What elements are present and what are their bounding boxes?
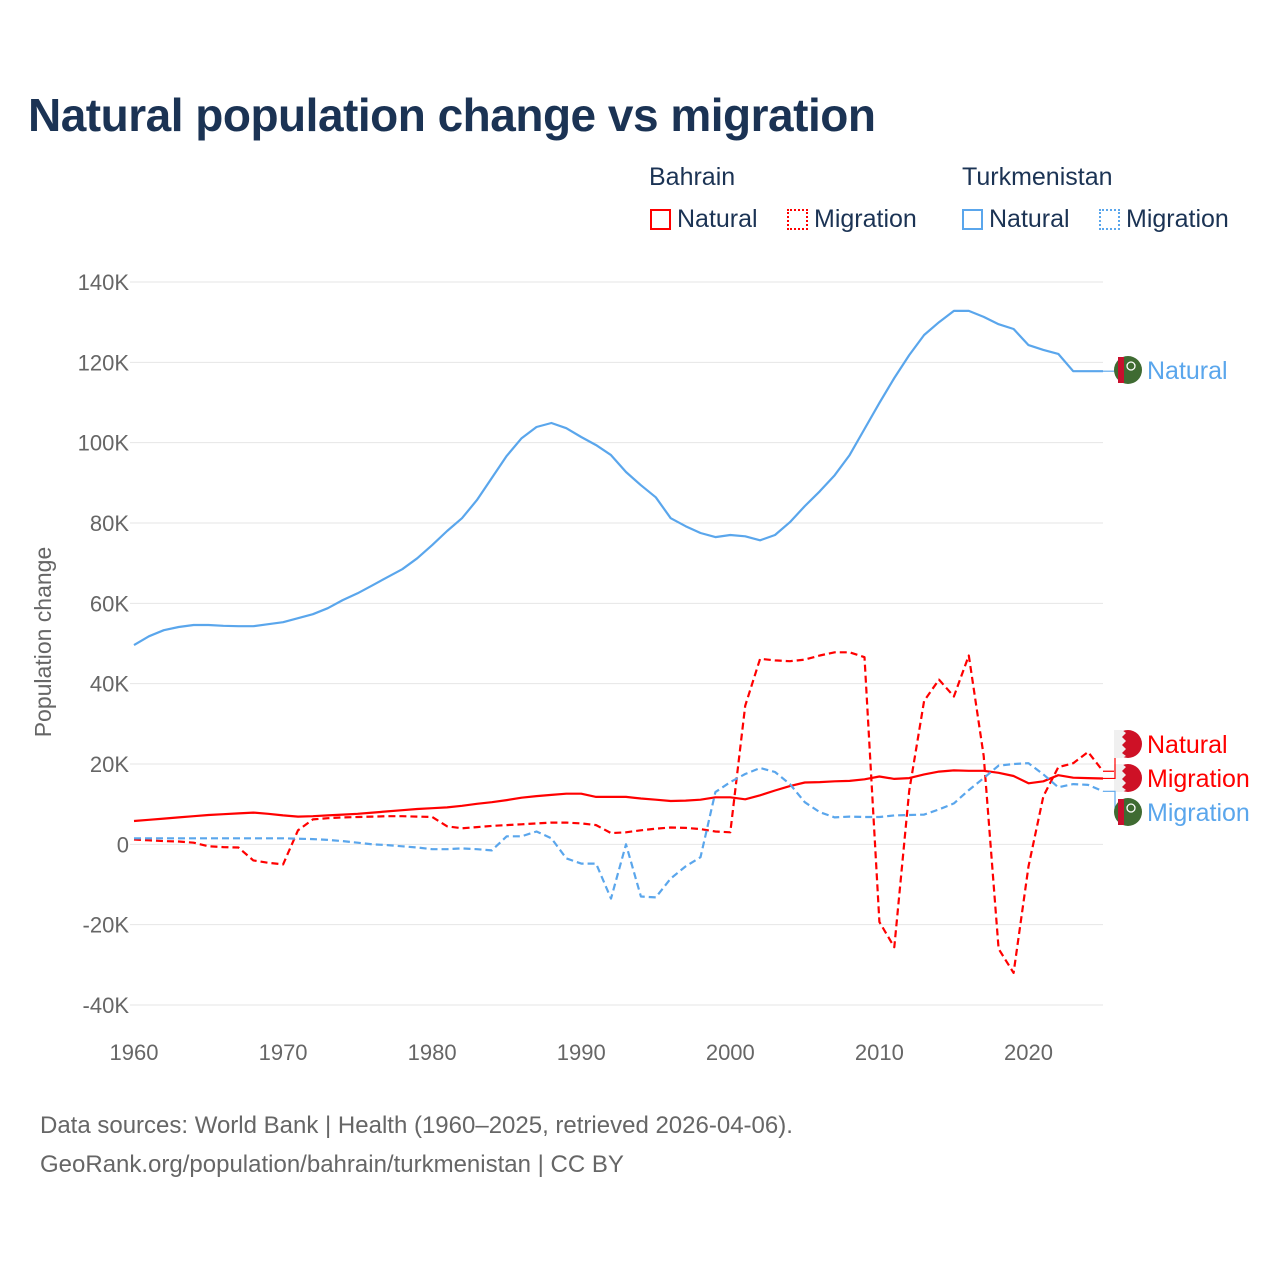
legend-label: Migration (1126, 205, 1229, 233)
legend-group-bahrain: Bahrain (649, 163, 736, 191)
end-label: Migration (1147, 799, 1250, 827)
turkmenistan-flag-icon (1114, 356, 1142, 384)
chart-title: Natural population change vs migration (28, 89, 876, 141)
legend-bahrain-natural[interactable]: Natural (650, 205, 758, 234)
y-tick-label: 120K (78, 350, 130, 375)
y-tick-label: 60K (90, 591, 129, 616)
legend-turkmenistan-natural[interactable]: Natural (962, 205, 1070, 234)
footer: Data sources: World Bank | Health (1960–… (40, 1106, 793, 1184)
y-tick-label: 20K (90, 752, 129, 777)
x-tick-label: 1980 (408, 1040, 457, 1065)
series-line-bahrain-natural[interactable] (133, 769, 1104, 823)
x-tick-label: 1990 (557, 1040, 606, 1065)
legend-swatch-solid-icon (962, 209, 983, 230)
x-tick-label: 2010 (855, 1040, 904, 1065)
legend-turkmenistan-migration[interactable]: Migration (1099, 205, 1229, 234)
source-link[interactable]: GeoRank.org/population/bahrain/turkmenis… (40, 1151, 624, 1178)
y-tick-label: 80K (90, 511, 129, 536)
bahrain-flag-icon (1114, 764, 1142, 792)
x-tick-label: 1970 (259, 1040, 308, 1065)
legend-group-turkmenistan: Turkmenistan (962, 163, 1113, 191)
legend-label: Migration (814, 205, 917, 233)
y-tick-label: 100K (78, 431, 130, 456)
end-label: Natural (1147, 357, 1228, 385)
legend-bahrain-migration[interactable]: Migration (787, 205, 917, 234)
series-line-turkmenistan-natural[interactable] (133, 309, 1103, 647)
x-tick-label: 1960 (110, 1040, 159, 1065)
y-tick-label: 140K (78, 270, 130, 295)
y-tick-label: 0 (117, 832, 129, 857)
legend-swatch-dotted-icon (787, 209, 808, 230)
y-tick-label: -20K (83, 913, 130, 938)
bahrain-flag-icon (1114, 730, 1142, 758)
legend-swatch-dotted-icon (1099, 209, 1120, 230)
x-tick-label: 2020 (1004, 1040, 1053, 1065)
data-source-text: Data sources: World Bank | Health (1960–… (40, 1112, 793, 1139)
turkmenistan-flag-icon (1114, 798, 1142, 826)
end-label: Migration (1147, 765, 1250, 793)
end-label: Natural (1147, 731, 1228, 759)
y-tick-label: -40K (83, 993, 130, 1018)
legend-label: Natural (677, 205, 758, 233)
y-tick-label: 40K (90, 672, 129, 697)
x-tick-label: 2000 (706, 1040, 755, 1065)
legend-swatch-solid-icon (650, 209, 671, 230)
legend-label: Natural (989, 205, 1070, 233)
series-line-turkmenistan-migration[interactable] (134, 762, 1104, 900)
series-line-bahrain-migration[interactable] (133, 651, 1104, 975)
y-axis-label: Population change (30, 547, 56, 738)
